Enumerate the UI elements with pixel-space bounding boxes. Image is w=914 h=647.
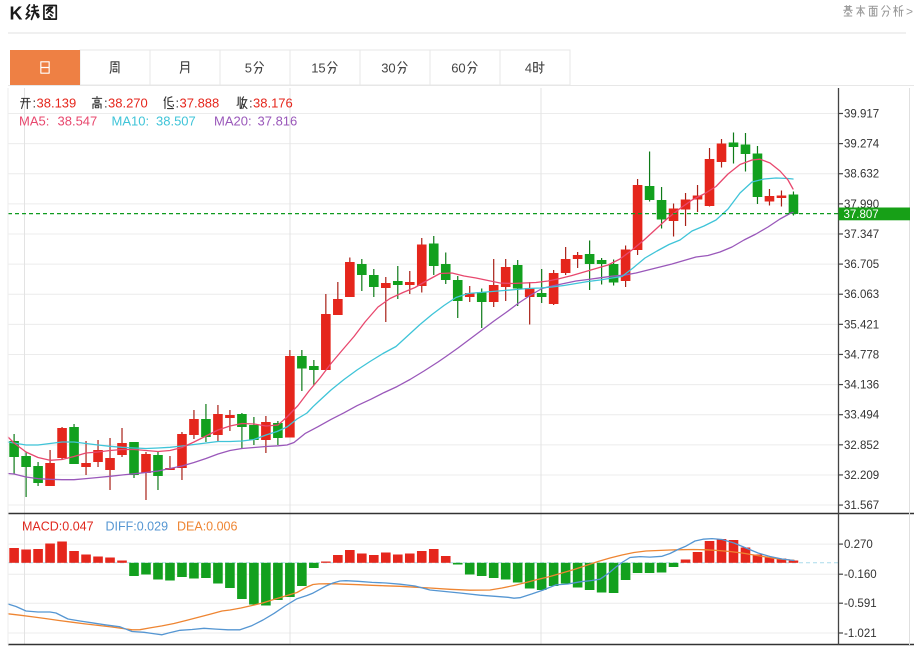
svg-text:38.507: 38.507 [156,113,196,128]
svg-text:-1.021: -1.021 [844,628,877,640]
svg-text:0.270: 0.270 [844,539,873,551]
svg-text:30: 30 [381,60,395,75]
svg-text:37.816: 37.816 [258,113,298,128]
svg-text:K: K [10,4,23,24]
svg-text:MA10:: MA10: [112,113,150,128]
svg-text:36.705: 36.705 [844,259,879,271]
svg-text:-0.160: -0.160 [844,569,877,581]
svg-text:32.852: 32.852 [844,440,879,452]
svg-text:60: 60 [451,60,465,75]
svg-text:MA20:: MA20: [214,113,252,128]
svg-text:37.347: 37.347 [844,229,879,241]
svg-text:38.270: 38.270 [108,95,148,110]
svg-text:31.567: 31.567 [844,500,879,512]
svg-text:-0.591: -0.591 [844,598,877,610]
svg-text:39.274: 39.274 [844,139,880,151]
svg-text:15: 15 [311,60,325,75]
svg-text:35.421: 35.421 [844,319,879,331]
svg-text:34.136: 34.136 [844,380,879,392]
svg-text:36.063: 36.063 [844,289,879,301]
svg-text:38.139: 38.139 [37,95,77,110]
svg-text:38.632: 38.632 [844,169,879,181]
svg-text:38.176: 38.176 [253,95,293,110]
svg-text:5: 5 [245,60,252,75]
svg-text:>: > [906,5,913,19]
svg-text:37.807: 37.807 [844,209,879,221]
svg-text:4: 4 [525,60,532,75]
svg-text:39.917: 39.917 [844,109,879,121]
svg-text:37.888: 37.888 [180,95,220,110]
svg-text:DEA:0.006: DEA:0.006 [177,520,238,534]
svg-text::: : [176,95,180,110]
svg-text:DIFF:0.029: DIFF:0.029 [106,520,169,534]
svg-text::: : [249,95,253,110]
svg-text:32.209: 32.209 [844,470,879,482]
svg-text::: : [104,95,108,110]
svg-text:MACD:0.047: MACD:0.047 [22,520,94,534]
svg-text:33.494: 33.494 [844,410,880,422]
svg-text::: : [33,95,37,110]
svg-text:MA5:: MA5: [19,113,49,128]
svg-text:38.547: 38.547 [58,113,98,128]
svg-text:34.778: 34.778 [844,350,879,362]
